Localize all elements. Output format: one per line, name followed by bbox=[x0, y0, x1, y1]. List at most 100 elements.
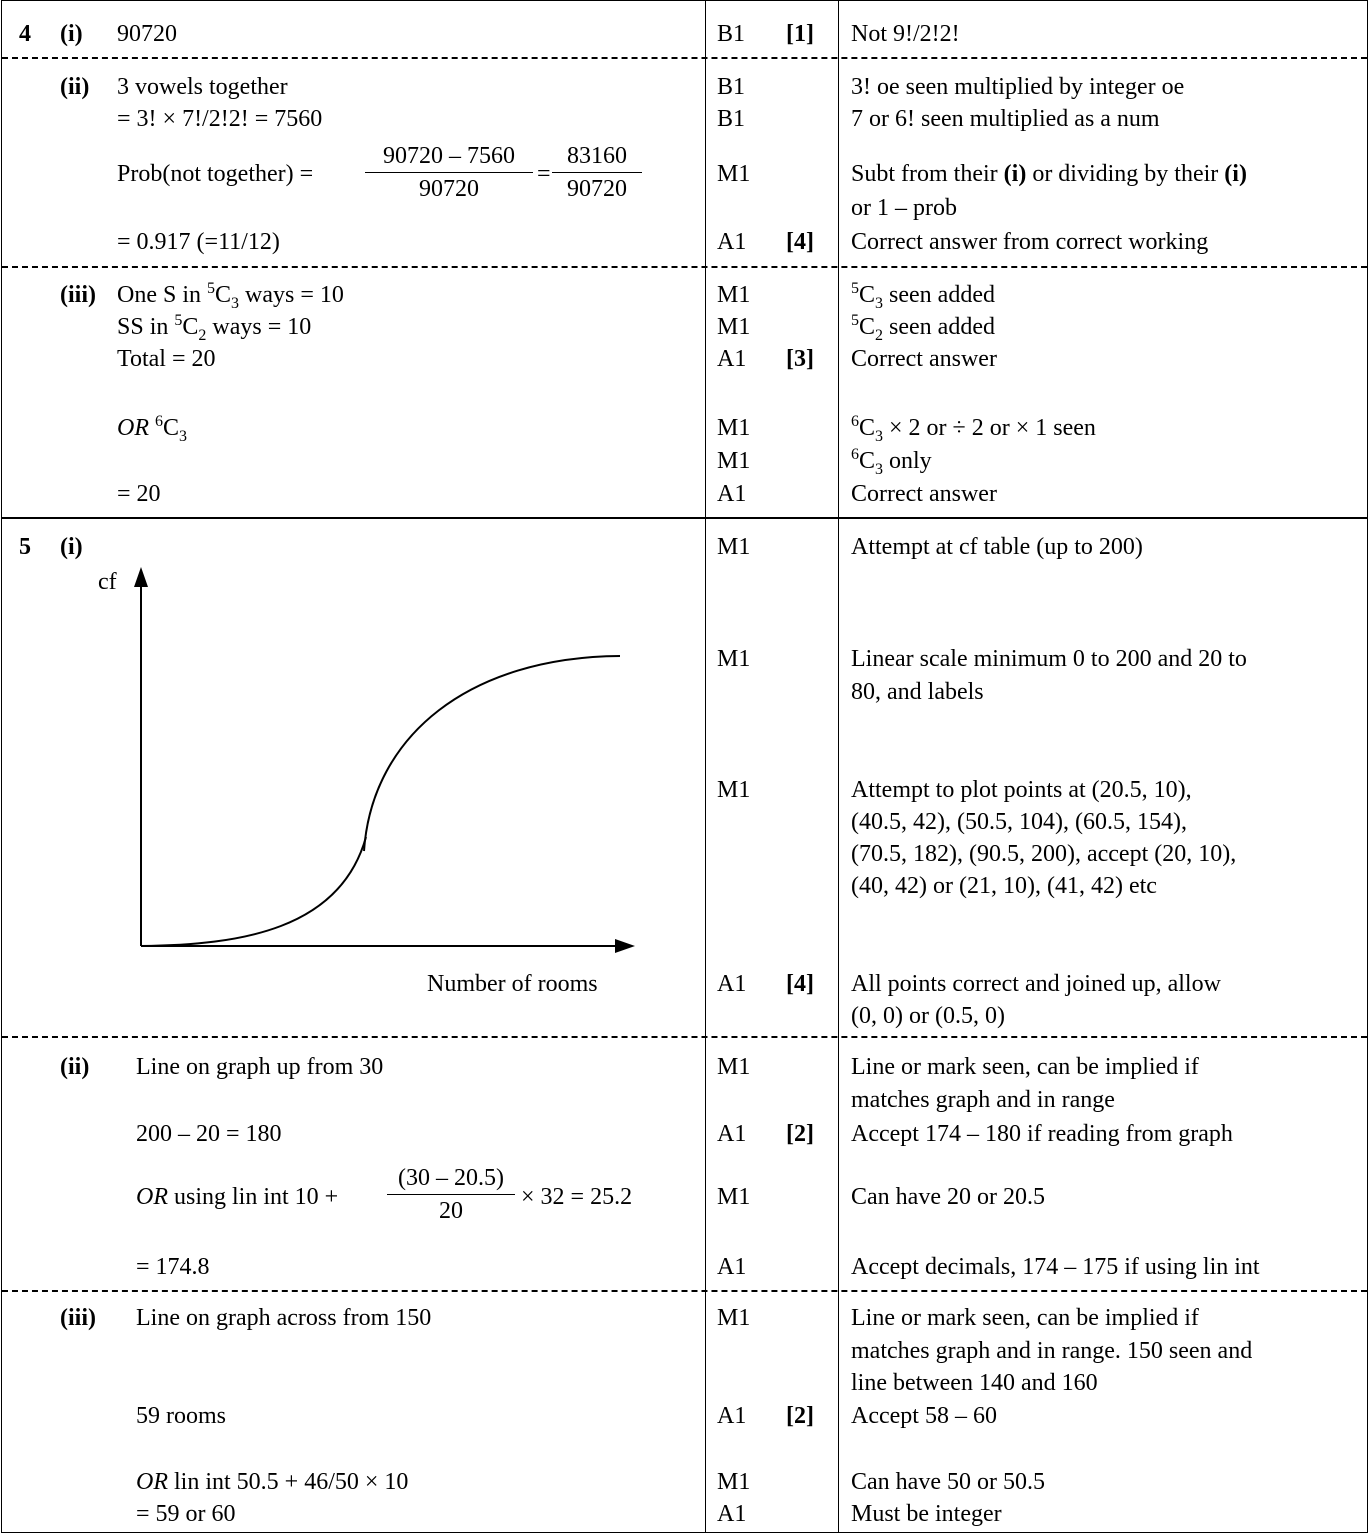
fraction-denominator: 20 bbox=[439, 1198, 463, 1224]
fraction: (30 – 20.5) 20 bbox=[387, 1162, 515, 1227]
part-label: (i) bbox=[60, 21, 83, 47]
mark-code: B1 bbox=[717, 21, 746, 47]
guidance: Correct answer from correct working bbox=[851, 229, 1209, 255]
cumulative-frequency-sketch bbox=[134, 567, 635, 953]
mark-code: A1 bbox=[717, 1501, 747, 1527]
combination-superscript: 5 bbox=[851, 312, 859, 329]
mark-code: A1 bbox=[717, 229, 747, 255]
working-line: = 20 bbox=[117, 481, 161, 507]
part-label: (iii) bbox=[60, 1305, 96, 1331]
working-line: Total = 20 bbox=[117, 346, 216, 372]
guidance: All points correct and joined up, allow bbox=[851, 971, 1221, 997]
working-text: lin int 50.5 + 46/50 × 10 bbox=[168, 1469, 409, 1495]
combination-symbol: C bbox=[859, 415, 876, 441]
mark-code: B1 bbox=[717, 74, 746, 100]
working-text: using lin int 10 + bbox=[168, 1184, 339, 1210]
working-line: 200 – 20 = 180 bbox=[136, 1121, 282, 1147]
guidance-ref: (i) bbox=[1003, 161, 1027, 187]
working-line: 59 rooms bbox=[136, 1403, 226, 1429]
working-text: × 32 = 25.2 bbox=[521, 1184, 633, 1210]
guidance-ref: (i) bbox=[1224, 161, 1247, 187]
mark-code: A1 bbox=[717, 1403, 747, 1429]
guidance: matches graph and in range. 150 seen and bbox=[851, 1338, 1253, 1364]
guidance: Accept 58 – 60 bbox=[851, 1403, 997, 1429]
column-divider bbox=[705, 1, 706, 1532]
combination-symbol: C bbox=[215, 282, 232, 308]
working-text: ways = 10 bbox=[206, 314, 312, 340]
working-line: OR using lin int 10 + bbox=[136, 1181, 338, 1213]
guidance: Not 9!/2!2! bbox=[851, 21, 960, 47]
fraction-numerator: 83160 bbox=[552, 140, 642, 173]
mark-code: M1 bbox=[717, 415, 751, 441]
combination-symbol: C bbox=[859, 282, 876, 308]
mark-code: M1 bbox=[717, 161, 751, 187]
fraction-denominator: 90720 bbox=[567, 176, 627, 202]
mark-code: A1 bbox=[717, 971, 747, 997]
part-label: (iii) bbox=[60, 282, 96, 308]
combination-subscript: 3 bbox=[875, 427, 884, 445]
column-divider bbox=[838, 1, 839, 1532]
part-label: (ii) bbox=[60, 74, 90, 100]
combination-subscript: 3 bbox=[875, 460, 884, 478]
guidance: 80, and labels bbox=[851, 679, 984, 705]
guidance: 3! oe seen multiplied by integer oe bbox=[851, 74, 1185, 100]
guidance: Can have 20 or 20.5 bbox=[851, 1184, 1045, 1210]
working-line: = 59 or 60 bbox=[136, 1501, 236, 1527]
mark-total: [2] bbox=[786, 1403, 814, 1429]
guidance-text: or dividing by their bbox=[1026, 161, 1225, 187]
combination-superscript: 6 bbox=[155, 413, 163, 430]
guidance: Accept 174 – 180 if reading from graph bbox=[851, 1121, 1233, 1147]
row-divider bbox=[2, 57, 1367, 59]
combination-superscript: 5 bbox=[174, 312, 183, 329]
guidance: Attempt at cf table (up to 200) bbox=[851, 534, 1143, 560]
guidance-text: only bbox=[883, 448, 932, 474]
guidance: 5C3 seen added bbox=[851, 279, 995, 312]
combination-subscript: 3 bbox=[231, 294, 240, 312]
guidance: 5C2 seen added bbox=[851, 311, 995, 344]
part-label: (i) bbox=[60, 534, 83, 560]
combination-symbol: C bbox=[163, 415, 180, 441]
mark-total: [1] bbox=[786, 21, 814, 47]
fraction-numerator: 90720 – 7560 bbox=[365, 140, 533, 173]
guidance: Line or mark seen, can be implied if bbox=[851, 1054, 1199, 1080]
working-line: Line on graph across from 150 bbox=[136, 1305, 432, 1331]
guidance-text: seen added bbox=[883, 314, 995, 340]
guidance: Attempt to plot points at (20.5, 10), bbox=[851, 777, 1192, 803]
combination-symbol: C bbox=[182, 314, 199, 340]
mark-total: [2] bbox=[786, 1121, 814, 1147]
combination-subscript: 2 bbox=[198, 326, 207, 344]
working-line: One S in 5C3 ways = 10 bbox=[117, 279, 344, 312]
y-axis-label: cf bbox=[98, 569, 117, 595]
mark-code: M1 bbox=[717, 646, 751, 672]
guidance: (40, 42) or (21, 10), (41, 42) etc bbox=[851, 873, 1157, 899]
or-label: OR bbox=[117, 415, 149, 441]
mark-code: M1 bbox=[717, 314, 751, 340]
cf-curve-upper bbox=[363, 655, 621, 852]
guidance: 7 or 6! seen multiplied as a num bbox=[851, 106, 1160, 132]
mark-total: [4] bbox=[786, 971, 814, 997]
mark-code: M1 bbox=[717, 282, 751, 308]
guidance: 6C3 only bbox=[851, 445, 932, 478]
y-axis-arrowhead bbox=[134, 567, 148, 587]
mark-code: M1 bbox=[717, 1469, 751, 1495]
working-line: = 0.917 (=11/12) bbox=[117, 229, 280, 255]
guidance: Correct answer bbox=[851, 346, 997, 372]
combination-symbol: C bbox=[859, 448, 876, 474]
guidance: Correct answer bbox=[851, 481, 997, 507]
guidance: line between 140 and 160 bbox=[851, 1370, 1098, 1396]
question-number: 5 bbox=[19, 534, 31, 560]
mark-code: M1 bbox=[717, 1054, 751, 1080]
working-line: = 174.8 bbox=[136, 1254, 210, 1280]
fraction: 83160 90720 bbox=[552, 140, 642, 205]
or-label: OR bbox=[136, 1469, 168, 1495]
cf-curve-lower bbox=[140, 836, 367, 947]
guidance: (70.5, 182), (90.5, 200), accept (20, 10… bbox=[851, 841, 1237, 867]
guidance: Can have 50 or 50.5 bbox=[851, 1469, 1045, 1495]
working-text: One S in bbox=[117, 282, 207, 308]
row-divider bbox=[2, 1290, 1367, 1292]
row-divider bbox=[2, 517, 1367, 519]
guidance: Subt from their (i) or dividing by their… bbox=[851, 158, 1247, 190]
equals-sign: = bbox=[537, 161, 551, 187]
working-line: OR lin int 50.5 + 46/50 × 10 bbox=[136, 1466, 408, 1498]
